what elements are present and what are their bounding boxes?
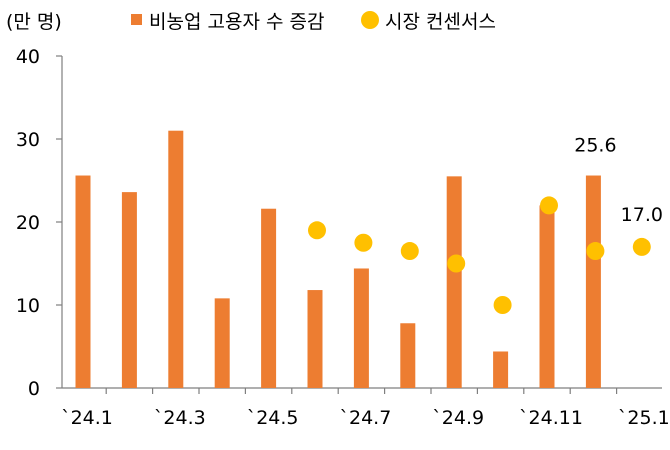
consensus-dot <box>400 242 419 261</box>
bar <box>261 208 277 388</box>
consensus-dot <box>632 237 651 256</box>
consensus-dot <box>354 233 373 252</box>
x-tick-label: `24.11 <box>519 407 583 429</box>
legend-swatch-bar <box>131 14 142 25</box>
x-tick-label: `25.1 <box>618 407 670 429</box>
y-tick-label: 10 <box>16 295 40 317</box>
consensus-dot <box>447 254 466 273</box>
y-tick-label: 40 <box>16 46 40 68</box>
bar <box>168 130 184 388</box>
legend: 비농업 고용자 수 증감 시장 컨센서스 <box>131 11 496 33</box>
consensus-dot <box>586 242 605 261</box>
legend-swatch-dot <box>361 11 379 29</box>
y-tick-label: 20 <box>16 212 40 234</box>
bar <box>400 323 416 388</box>
x-tick-label: `24.1 <box>61 407 113 429</box>
y-tick-label: 0 <box>28 378 40 400</box>
data-label: 17.0 <box>621 204 663 226</box>
consensus-dot <box>308 221 326 240</box>
legend-label-dot: 시장 컨센서스 <box>385 11 496 33</box>
legend-label-bar: 비농업 고용자 수 증감 <box>149 11 324 33</box>
x-tick-label: `24.5 <box>247 407 299 429</box>
bar <box>307 290 323 388</box>
plot-area: 0 10 20 30 40 `24.1 `24.3 `24.5 `24.7 `24.9 `24.11… <box>16 46 670 429</box>
bar <box>214 298 230 388</box>
consensus-dot <box>540 196 558 215</box>
y-tick-label: 30 <box>16 129 40 151</box>
bar <box>446 176 462 388</box>
y-unit-label: (만 명) <box>6 11 62 33</box>
bar <box>75 175 91 388</box>
data-label: 25.6 <box>574 135 616 157</box>
bar <box>121 192 137 388</box>
consensus-dot <box>493 296 512 314</box>
x-tick-label: `24.9 <box>432 407 484 429</box>
bar <box>539 205 555 388</box>
x-tick-label: `24.7 <box>339 407 391 429</box>
bar <box>353 268 369 388</box>
x-tick-label: `24.3 <box>154 407 206 429</box>
bar <box>493 351 509 388</box>
bar <box>585 175 601 388</box>
